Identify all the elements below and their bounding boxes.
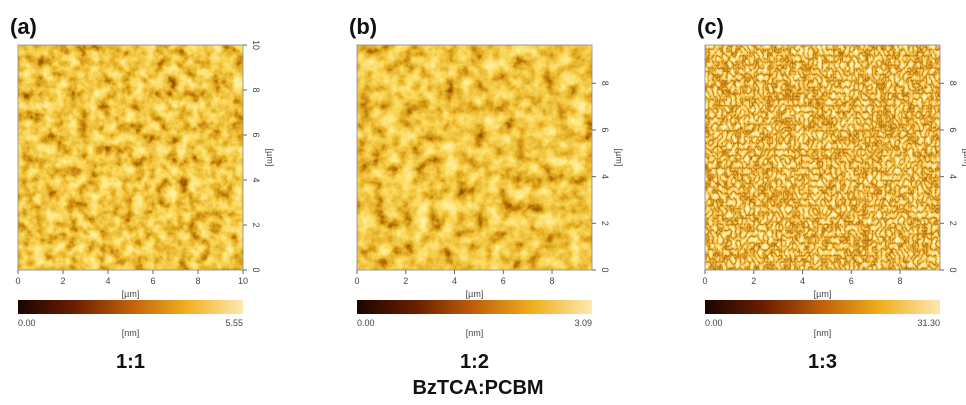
y-tick-label: 2 [251,222,261,227]
y-tick-label: 2 [600,221,610,226]
x-unit: [µm] [814,289,832,299]
x-tick-label: 4 [452,276,457,286]
x-tick-label: 6 [501,276,506,286]
afm-image [705,45,940,270]
y-tick-label: 6 [600,127,610,132]
afm-frame [704,44,941,271]
colorbar [18,300,243,314]
x-tick-label: 0 [702,276,707,286]
x-tick-label: 4 [800,276,805,286]
panel-label: (b) [349,14,377,39]
y-tick-label: 8 [948,81,958,86]
y-tick-label: 0 [600,267,610,272]
afm-frame [356,44,593,271]
x-tick-label: 0 [15,276,20,286]
afm-frame [17,44,244,271]
scale-min: 0.00 [18,318,36,328]
y-tick-label: 8 [600,81,610,86]
ratio: 1:2 [460,351,489,373]
ratio: 1:1 [116,351,145,373]
y-unit: [µm] [962,149,966,167]
x-tick-label: 4 [105,276,110,286]
scale-max: 3.09 [574,318,592,328]
y-tick-label: 10 [251,40,261,50]
panel-label: (c) [697,14,724,39]
ratio: 1:3 [808,351,837,373]
y-tick-label: 2 [948,221,958,226]
scale-max: 5.55 [225,318,243,328]
y-tick-label: 4 [948,174,958,179]
x-tick-label: 6 [150,276,155,286]
x-tick-label: 2 [403,276,408,286]
x-tick-label: 2 [751,276,756,286]
scale-unit: [nm] [122,328,140,338]
scale-max: 31.30 [917,318,940,328]
x-tick-label: 10 [238,276,248,286]
panel-label: (a) [10,14,37,39]
y-tick-label: 0 [948,267,958,272]
x-unit: [µm] [466,289,484,299]
caption: BzTCA:PCBM [412,377,543,399]
x-tick-label: 8 [550,276,555,286]
scale-min: 0.00 [705,318,723,328]
y-tick-label: 4 [600,174,610,179]
x-tick-label: 6 [849,276,854,286]
y-unit: [µm] [265,149,275,167]
x-unit: [µm] [122,289,140,299]
colorbar [705,300,940,314]
y-tick-label: 8 [251,87,261,92]
afm-image [18,45,243,270]
scale-unit: [nm] [466,328,484,338]
afm-image [357,45,592,270]
y-tick-label: 6 [948,127,958,132]
colorbar [357,300,592,314]
y-tick-label: 4 [251,177,261,182]
x-tick-label: 8 [898,276,903,286]
scale-unit: [nm] [814,328,832,338]
y-tick-label: 6 [251,132,261,137]
y-unit: [µm] [614,149,624,167]
y-tick-label: 0 [251,267,261,272]
scale-min: 0.00 [357,318,375,328]
x-tick-label: 2 [60,276,65,286]
x-tick-label: 8 [195,276,200,286]
x-tick-label: 0 [354,276,359,286]
